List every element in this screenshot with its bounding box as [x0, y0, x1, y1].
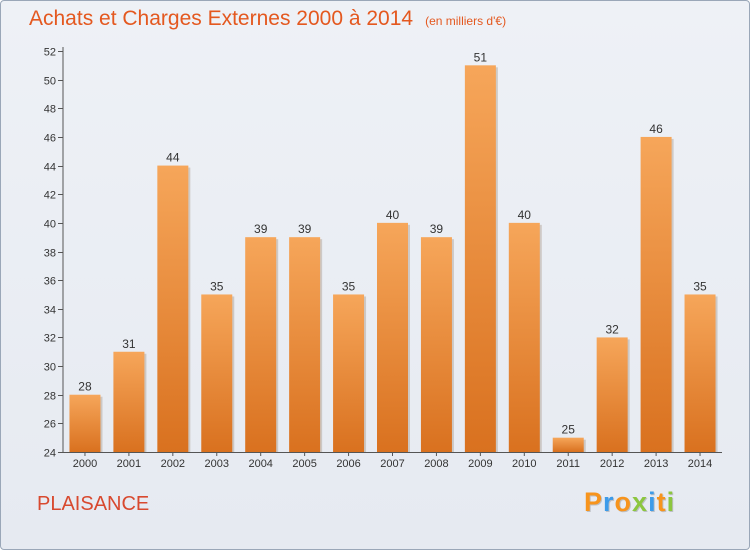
data-label: 46 — [649, 122, 663, 136]
y-tick-label: 24 — [44, 448, 56, 460]
bar — [157, 165, 189, 453]
data-label: 35 — [210, 279, 224, 293]
bar — [596, 337, 628, 452]
data-label: 39 — [298, 222, 312, 236]
y-tick-label: 46 — [44, 133, 56, 145]
x-tick-label: 2005 — [292, 458, 316, 470]
bar — [464, 65, 496, 453]
data-label: 32 — [605, 322, 619, 336]
y-tick-label: 28 — [44, 391, 56, 403]
brand-logo: Proxiti — [584, 487, 675, 518]
bar — [201, 294, 233, 452]
brand-letter: i — [648, 487, 657, 517]
x-tick-label: 2012 — [600, 458, 624, 470]
brand-letter: i — [666, 487, 676, 517]
chart-axes: 24 26 28 30 32 34 36 38 40 42 44 46 48 50 52 2000 2001 20… — [44, 47, 722, 470]
bar — [552, 437, 584, 452]
commune-name: PLAISANCE — [37, 493, 150, 515]
x-tick-label: 2002 — [161, 458, 185, 470]
y-tick-label: 30 — [44, 362, 56, 374]
y-tick-label: 44 — [44, 162, 56, 174]
bar — [377, 222, 408, 452]
data-label: 31 — [122, 337, 136, 351]
y-tick-label: 52 — [44, 47, 56, 59]
y-tick-label: 42 — [44, 190, 56, 202]
y-tick-label: 34 — [44, 305, 56, 317]
brand-letter: r — [603, 487, 615, 517]
x-tick-label: 2014 — [688, 458, 712, 470]
data-label: 39 — [430, 222, 444, 236]
data-label: 25 — [562, 423, 576, 437]
data-label: 39 — [254, 222, 268, 236]
data-label: 51 — [474, 50, 488, 64]
brand-letter: t — [656, 487, 667, 517]
y-tick-label: 26 — [44, 419, 56, 431]
x-tick-label: 2001 — [117, 458, 141, 470]
bar — [640, 136, 672, 452]
y-tick-label: 32 — [44, 333, 56, 345]
x-tick-label: 2007 — [380, 458, 404, 470]
y-tick-label: 36 — [44, 276, 56, 288]
bar — [508, 222, 540, 452]
value-labels: 28 31 44 35 39 39 35 40 39 51 40 25 32 46 35 — [78, 50, 707, 436]
title-line: Achats et Charges Externes 2000 à 2014 (… — [29, 7, 506, 31]
data-label: 40 — [386, 208, 400, 222]
data-label: 35 — [693, 279, 707, 293]
x-tick-label: 2006 — [336, 458, 360, 470]
bar — [69, 394, 101, 452]
chart-subtitle: (en milliers d'€) — [425, 14, 507, 28]
brand-letter: x — [632, 487, 649, 517]
x-tick-label: 2004 — [248, 458, 272, 470]
y-tick-label: 48 — [44, 104, 56, 116]
bar — [333, 294, 365, 452]
chart-title: Achats et Charges Externes 2000 à 2014 — [29, 7, 414, 30]
bar — [684, 294, 716, 452]
data-label: 44 — [166, 151, 180, 165]
x-tick-label: 2000 — [73, 458, 97, 470]
bar — [113, 351, 145, 452]
data-label: 40 — [518, 208, 532, 222]
y-tick-label: 38 — [44, 248, 56, 260]
data-label: 28 — [78, 380, 92, 394]
x-tick-label: 2011 — [556, 458, 580, 470]
x-tick-label: 2013 — [644, 458, 668, 470]
bar — [245, 237, 277, 452]
x-tick-label: 2009 — [468, 458, 492, 470]
y-tick-label: 50 — [44, 76, 56, 88]
brand-letter: o — [614, 487, 633, 517]
data-label: 35 — [342, 279, 356, 293]
brand-letter: P — [584, 487, 604, 517]
y-tick-label: 40 — [44, 219, 56, 231]
x-tick-label: 2008 — [424, 458, 448, 470]
bar — [289, 237, 321, 452]
bar — [420, 237, 452, 452]
x-tick-label: 2003 — [205, 458, 229, 470]
x-tick-label: 2010 — [512, 458, 536, 470]
bar-series — [69, 65, 718, 453]
